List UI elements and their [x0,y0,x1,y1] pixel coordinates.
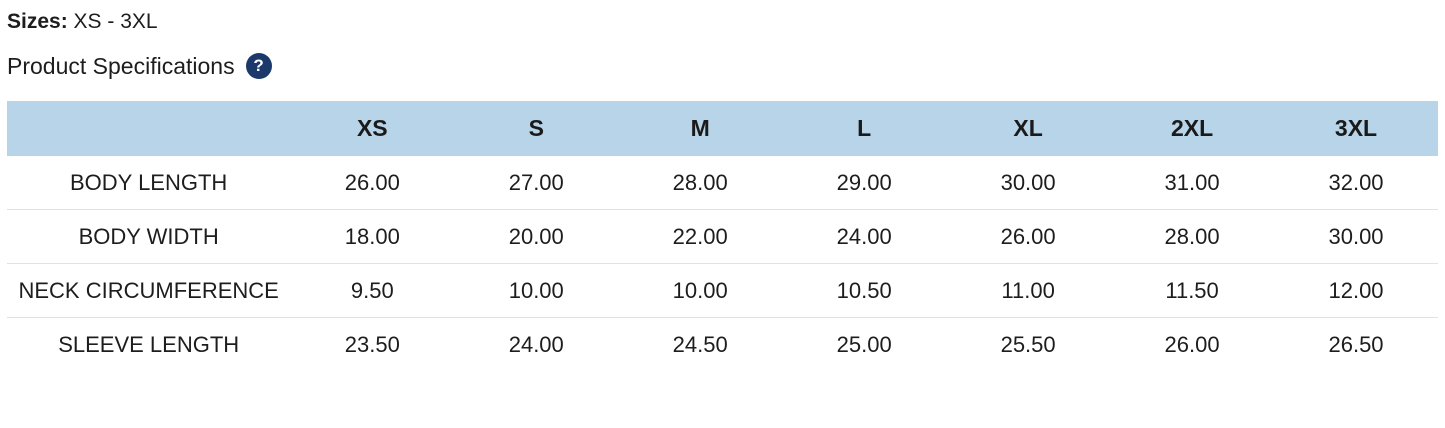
table-cell-l: 10.50 [782,263,947,318]
table-cell-l: 24.00 [782,209,947,264]
product-spec-section: Sizes: XS - 3XL Product Specifications ?… [7,9,1438,371]
table-cell-m: 10.00 [618,263,783,318]
table-row: NECK CIRCUMFERENCE 9.50 10.00 10.00 10.50 11.… [7,263,1438,318]
column-header-s: S [454,101,619,156]
column-header-l: L [782,101,947,156]
table-cell-s: 10.00 [454,263,619,318]
table-cell-m: 24.50 [618,317,783,371]
table-cell-2xl: 26.00 [1110,317,1275,371]
row-label: BODY WIDTH [7,209,291,264]
column-header-2xl: 2XL [1110,101,1275,156]
table-cell-m: 28.00 [672,170,728,195]
column-header-empty [7,101,291,156]
table-cell-l: 25.00 [782,317,947,371]
column-header-xl: XL [946,101,1111,156]
table-cell-s: 27.00 [508,170,564,195]
table-cell-xs: 23.50 [290,317,455,371]
help-icon[interactable]: ? [245,53,272,79]
product-specifications-heading: Product Specifications ? [7,52,1438,80]
size-spec-table: XS S M L XL 2XL 3XL BODY LENGTH 26.00 27.00 28.00… [7,101,1438,371]
table-cell-xl: 11.00 [946,263,1111,318]
column-header-m: M [618,101,783,156]
table-cell-xs: 18.00 [290,209,455,264]
table-row: SLEEVE LENGTH 23.50 24.00 24.50 25.00 25.50 26… [7,317,1438,371]
row-label: NECK CIRCUMFERENCE [7,263,291,318]
table-cell-m: 22.00 [618,209,783,264]
size-spec-table-body: BODY LENGTH 26.00 27.00 28.00 29.00 30.00 31.0… [7,156,1438,371]
header-row: XS S M L XL 2XL 3XL [7,101,1438,156]
table-cell-3xl: 30.00 [1274,209,1438,264]
table-cell-xl: 25.50 [946,317,1111,371]
sizes-label: Sizes: [7,10,68,33]
table-cell-s: 24.00 [454,317,619,371]
row-label: BODY LENGTH [70,170,228,195]
table-cell-l: 29.00 [836,170,892,195]
column-header-3xl: 3XL [1274,101,1438,156]
sizes-line: Sizes: XS - 3XL [7,9,1438,35]
table-cell-2xl: 11.50 [1110,263,1275,318]
table-cell-xs: 9.50 [290,263,455,318]
table-cell-3xl: 12.00 [1274,263,1438,318]
row-label: SLEEVE LENGTH [7,317,291,371]
table-cell-2xl: 31.00 [1164,170,1220,195]
column-header-xs: XS [290,101,455,156]
table-cell-xl: 30.00 [1000,170,1056,195]
table-cell-2xl: 28.00 [1110,209,1275,264]
table-cell-xs: 26.00 [344,170,400,195]
table-cell-xl: 26.00 [946,209,1111,264]
section-title: Product Specifications [7,53,235,79]
table-cell-3xl: 26.50 [1274,317,1438,371]
table-row: BODY WIDTH 18.00 20.00 22.00 24.00 26.00 28.00… [7,209,1438,264]
table-cell-3xl: 32.00 [1328,170,1384,195]
size-spec-table-header: XS S M L XL 2XL 3XL [7,101,1438,156]
table-row: BODY LENGTH 26.00 27.00 28.00 29.00 30.00 31.0… [7,156,1438,210]
sizes-value: XS - 3XL [67,10,158,33]
table-cell-s: 20.00 [454,209,619,264]
